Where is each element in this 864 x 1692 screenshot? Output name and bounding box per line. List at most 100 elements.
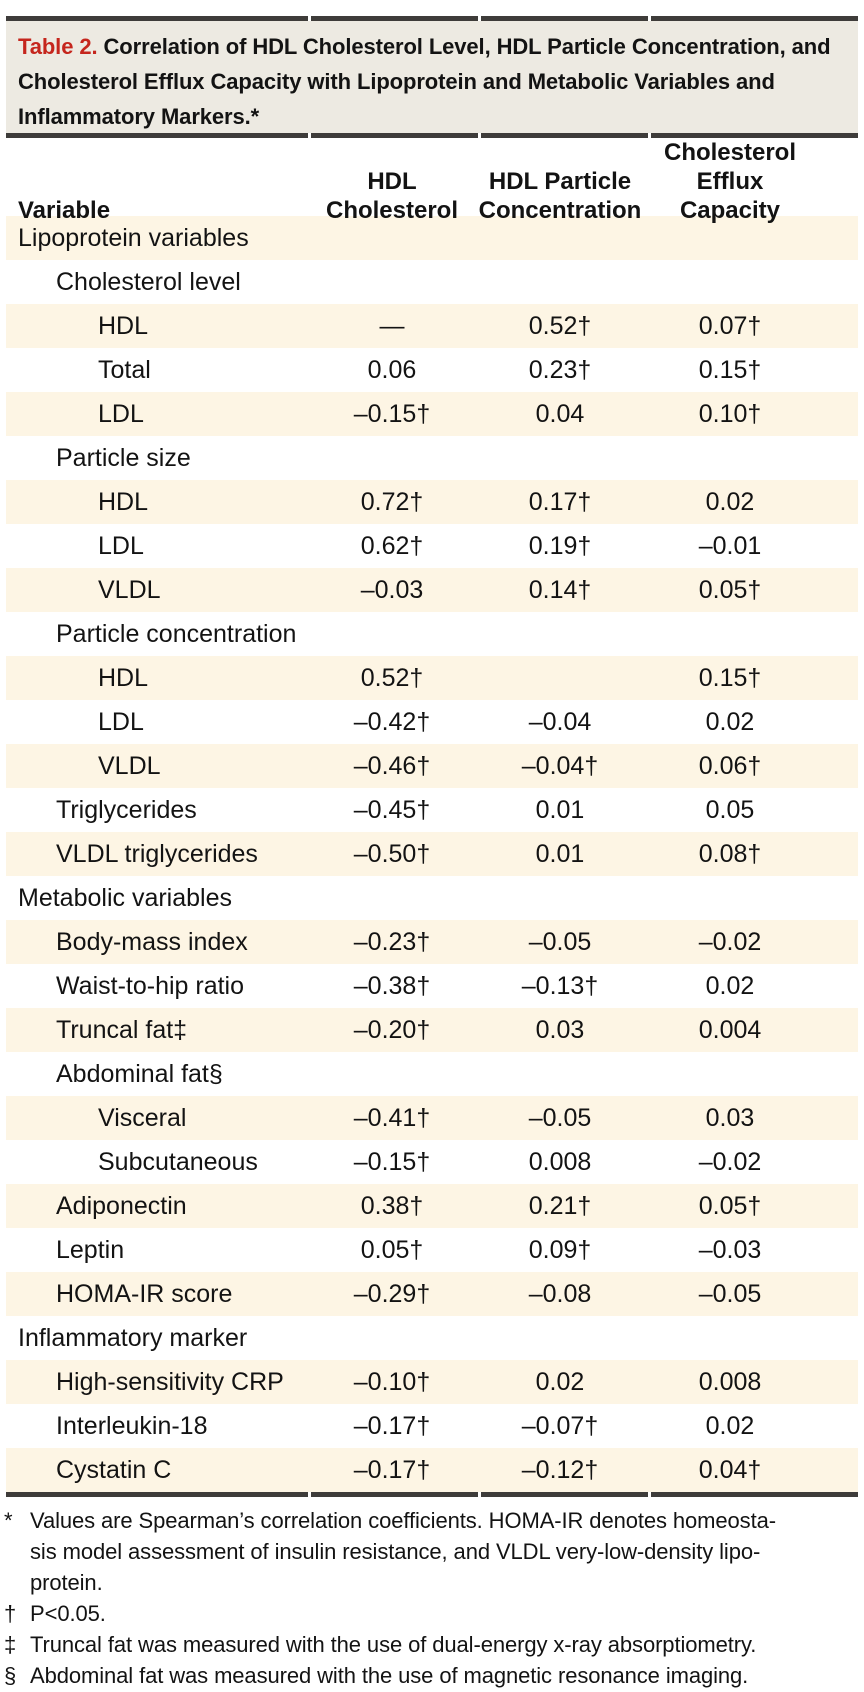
row-label: Cystatin C <box>56 1456 172 1484</box>
row-label: Body-mass index <box>56 928 248 956</box>
table-title-band: Table 2. Correlation of HDL Cholesterol … <box>6 21 858 133</box>
cell-cholesterol-efflux-capacity: 0.008 <box>698 1368 762 1396</box>
table-row: Adiponectin 0.38† 0.21† 0.05† <box>6 1184 858 1228</box>
table-row: Cystatin C –0.17† –0.12† 0.04† <box>6 1448 858 1492</box>
footnote-marker: † <box>4 1601 17 1626</box>
cell-hdl-cholesterol: — <box>379 312 405 340</box>
footnote-text: Truncal fat was measured with the use of… <box>30 1632 757 1657</box>
cell-cholesterol-efflux-capacity: 0.02 <box>705 972 755 1000</box>
cell-hdl-cholesterol: 0.38† <box>360 1192 424 1220</box>
cell-hdl-particle-concentration: 0.52† <box>528 312 592 340</box>
row-label: VLDL triglycerides <box>56 840 258 868</box>
table-row: Leptin 0.05† 0.09† –0.03 <box>6 1228 858 1272</box>
cell-cholesterol-efflux-capacity: 0.15† <box>698 664 762 692</box>
table-row: HDL 0.52† 0.15† <box>6 656 858 700</box>
table-row: Triglycerides –0.45† 0.01 0.05 <box>6 788 858 832</box>
footnotes: * Values are Spearman’s correlation coeff… <box>4 1505 860 1691</box>
table-row: Inflammatory marker <box>6 1316 858 1360</box>
table-body: Lipoprotein variables Cholesterol level … <box>6 216 858 1492</box>
footnote-line: protein. <box>4 1567 860 1598</box>
cell-hdl-cholesterol: –0.17† <box>353 1412 431 1440</box>
row-label: Particle concentration <box>56 620 297 648</box>
cell-cholesterol-efflux-capacity: –0.05 <box>698 1280 762 1308</box>
cell-cholesterol-efflux-capacity: –0.03 <box>698 1236 762 1264</box>
cell-hdl-cholesterol: –0.23† <box>353 928 431 956</box>
cell-hdl-particle-concentration: –0.13† <box>521 972 599 1000</box>
row-label: Adiponectin <box>56 1192 187 1220</box>
footnote-line: sis model assessment of insulin resistan… <box>4 1536 860 1567</box>
footnote-marker: § <box>4 1663 17 1688</box>
cell-hdl-particle-concentration: –0.07† <box>521 1412 599 1440</box>
footnote-text: sis model assessment of insulin resistan… <box>30 1539 761 1564</box>
cell-cholesterol-efflux-capacity: 0.05† <box>698 1192 762 1220</box>
row-label: VLDL <box>98 752 161 780</box>
cell-hdl-cholesterol: 0.62† <box>360 532 424 560</box>
footnote-line: ‡ Truncal fat was measured with the use o… <box>4 1629 860 1660</box>
cell-hdl-cholesterol: –0.15† <box>353 400 431 428</box>
cell-hdl-cholesterol: –0.50† <box>353 840 431 868</box>
table-row: HDL 0.72† 0.17† 0.02 <box>6 480 858 524</box>
cell-cholesterol-efflux-capacity: 0.05† <box>698 576 762 604</box>
footnote-text: protein. <box>30 1570 103 1595</box>
footnote-text: P<0.05. <box>30 1601 106 1626</box>
cell-hdl-particle-concentration: 0.01 <box>535 840 585 868</box>
col-header-hdl-particle-concentration: HDL Particle Concentration <box>478 168 642 224</box>
row-label: Abdominal fat§ <box>56 1060 223 1088</box>
cell-cholesterol-efflux-capacity: 0.02 <box>705 488 755 516</box>
table-title: Correlation of HDL Cholesterol Level, HD… <box>18 34 831 129</box>
table-row: Lipoprotein variables <box>6 216 858 260</box>
cell-cholesterol-efflux-capacity: –0.02 <box>698 928 762 956</box>
cell-hdl-cholesterol: 0.06 <box>367 356 417 384</box>
cell-hdl-particle-concentration: 0.09† <box>528 1236 592 1264</box>
footnote-line: * Values are Spearman’s correlation coeff… <box>4 1505 860 1536</box>
table-row: Particle concentration <box>6 612 858 656</box>
cell-hdl-cholesterol: –0.15† <box>353 1148 431 1176</box>
table-row: Particle size <box>6 436 858 480</box>
bottom-rule <box>6 1492 858 1497</box>
cell-cholesterol-efflux-capacity: 0.07† <box>698 312 762 340</box>
cell-cholesterol-efflux-capacity: 0.004 <box>698 1016 762 1044</box>
row-label: HDL <box>98 312 149 340</box>
row-label: Leptin <box>56 1236 125 1264</box>
row-label: LDL <box>98 708 144 736</box>
footnote-marker: * <box>4 1508 13 1533</box>
cell-hdl-particle-concentration: 0.21† <box>528 1192 592 1220</box>
top-rule <box>6 16 858 21</box>
table-number-label: Table 2. <box>18 34 98 59</box>
cell-cholesterol-efflux-capacity: 0.02 <box>705 708 755 736</box>
row-label: Total <box>98 356 151 384</box>
table-row: Total 0.06 0.23† 0.15† <box>6 348 858 392</box>
table-row: HDL — 0.52† 0.07† <box>6 304 858 348</box>
cell-hdl-particle-concentration: –0.05 <box>528 1104 592 1132</box>
table-row: Cholesterol level <box>6 260 858 304</box>
table-row: Abdominal fat§ <box>6 1052 858 1096</box>
footnote-line: † P<0.05. <box>4 1598 860 1629</box>
footnote-text: Abdominal fat was measured with the use … <box>30 1663 749 1688</box>
row-label: Truncal fat‡ <box>56 1016 188 1044</box>
table-row: Body-mass index –0.23† –0.05 –0.02 <box>6 920 858 964</box>
cell-hdl-particle-concentration: –0.04† <box>521 752 599 780</box>
cell-hdl-cholesterol: –0.29† <box>353 1280 431 1308</box>
row-label: VLDL <box>98 576 161 604</box>
cell-hdl-particle-concentration: 0.19† <box>528 532 592 560</box>
row-label: Subcutaneous <box>98 1148 258 1176</box>
cell-cholesterol-efflux-capacity: 0.15† <box>698 356 762 384</box>
cell-hdl-cholesterol: 0.72† <box>360 488 424 516</box>
row-label: Cholesterol level <box>56 268 241 296</box>
row-label: Metabolic variables <box>18 884 232 912</box>
table-row: Truncal fat‡ –0.20† 0.03 0.004 <box>6 1008 858 1052</box>
col-header-cholesterol-efflux-capacity: Cholesterol Efflux Capacity <box>663 139 797 224</box>
table-row: LDL –0.15† 0.04 0.10† <box>6 392 858 436</box>
column-header-row: Variable HDL Cholesterol HDL Particle Co… <box>6 138 858 224</box>
cell-cholesterol-efflux-capacity: 0.06† <box>698 752 762 780</box>
row-label: Triglycerides <box>56 796 197 824</box>
cell-hdl-particle-concentration: 0.008 <box>528 1148 592 1176</box>
row-label: Lipoprotein variables <box>18 224 249 252</box>
cell-hdl-cholesterol: 0.52† <box>360 664 424 692</box>
row-label: Interleukin-18 <box>56 1412 208 1440</box>
row-label: HDL <box>98 488 149 516</box>
cell-hdl-particle-concentration: 0.02 <box>535 1368 585 1396</box>
table-row: Interleukin-18 –0.17† –0.07† 0.02 <box>6 1404 858 1448</box>
row-label: Particle size <box>56 444 191 472</box>
table-row: High-sensitivity CRP –0.10† 0.02 0.008 <box>6 1360 858 1404</box>
